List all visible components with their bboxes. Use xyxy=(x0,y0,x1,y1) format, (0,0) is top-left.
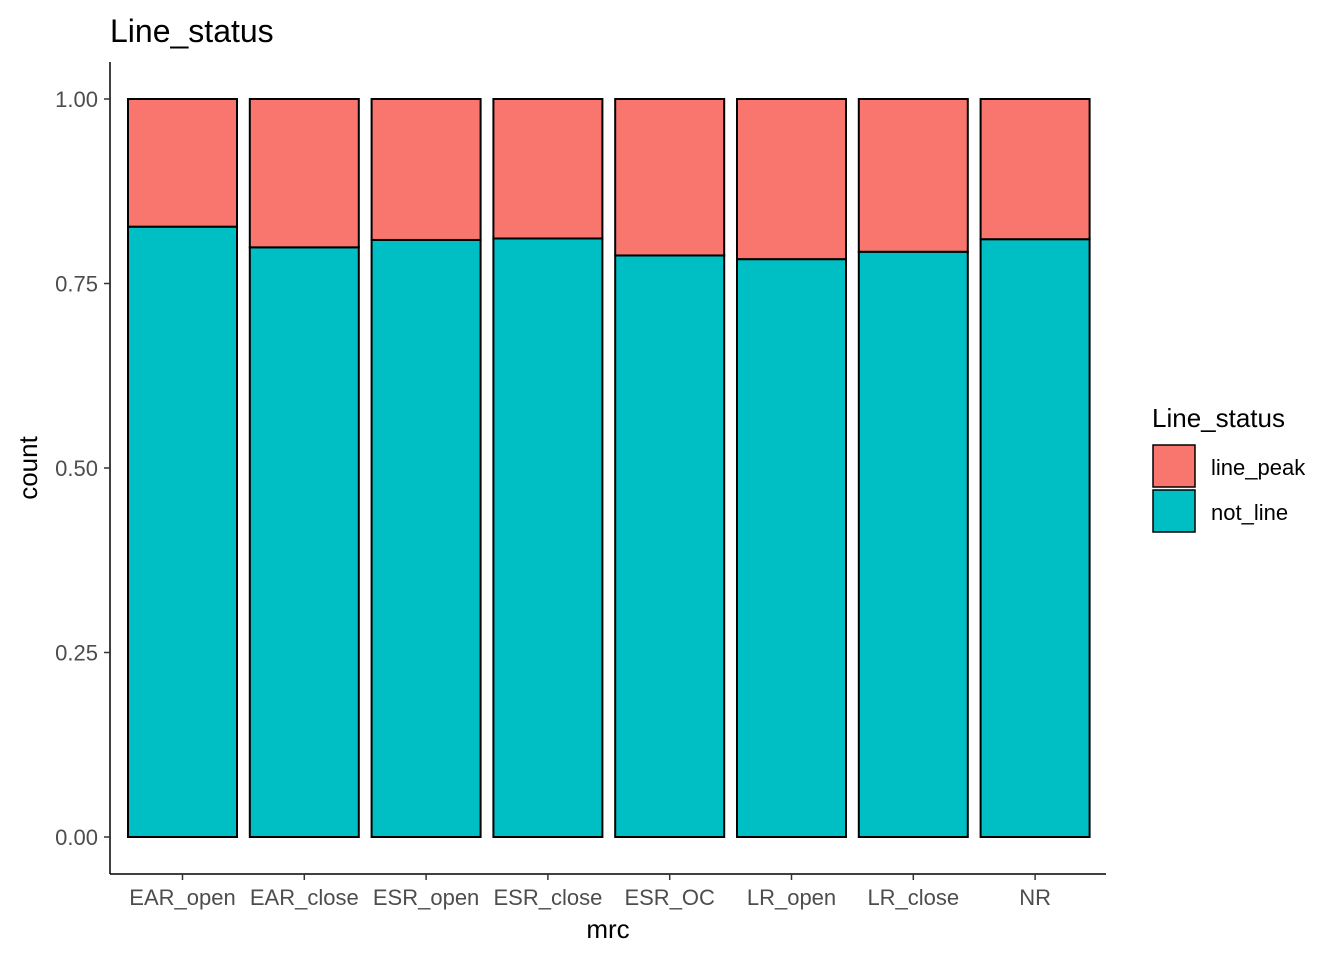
bars-group xyxy=(127,98,1091,839)
x-tick-label: ESR_close xyxy=(493,885,602,910)
x-tick-label: ESR_OC xyxy=(624,885,715,910)
bar-line_peak-LR_open xyxy=(736,98,847,261)
bar-not_line-ESR_open xyxy=(370,238,482,838)
legend: Line_status line_peak not_line xyxy=(1152,403,1306,533)
y-tick-label: 0.50 xyxy=(55,456,98,481)
x-tick-label: ESR_open xyxy=(373,885,479,910)
bar-line_peak-ESR_OC xyxy=(614,98,726,257)
x-tick-label: EAR_open xyxy=(129,885,235,910)
bar-line_peak-EAR_open xyxy=(127,98,238,228)
y-tick-label: 1.00 xyxy=(55,87,98,112)
bar-line_peak-LR_close xyxy=(857,98,969,253)
bar-not_line-ESR_OC xyxy=(614,254,726,838)
y-tick-label: 0.25 xyxy=(55,641,98,666)
x-ticks: EAR_open EAR_close ESR_open ESR_close ESR_OC… xyxy=(129,874,1051,910)
bar-not_line-LR_open xyxy=(736,258,847,838)
legend-swatch-not_line xyxy=(1152,489,1196,533)
legend-swatch-line_peak xyxy=(1152,444,1196,488)
y-tick-label: 0.00 xyxy=(55,825,98,850)
bar-not_line-NR xyxy=(979,238,1091,839)
bar-not_line-EAR_open xyxy=(127,225,238,838)
legend-title: Line_status xyxy=(1152,403,1285,433)
x-tick-label: EAR_close xyxy=(250,885,359,910)
x-tick-label: LR_close xyxy=(867,885,959,910)
bar-line_peak-EAR_close xyxy=(248,98,360,249)
x-axis-title: mrc xyxy=(586,914,629,944)
bar-line_peak-ESR_close xyxy=(492,98,604,240)
bar-not_line-EAR_close xyxy=(248,246,360,838)
bar-not_line-ESR_close xyxy=(492,237,604,838)
legend-label-not_line: not_line xyxy=(1211,500,1288,525)
bar-not_line-LR_close xyxy=(857,250,969,839)
y-tick-label: 0.75 xyxy=(55,272,98,297)
y-axis-title: count xyxy=(13,435,43,499)
x-tick-label: LR_open xyxy=(747,885,836,910)
x-tick-label: NR xyxy=(1019,885,1051,910)
bar-line_peak-NR xyxy=(979,98,1091,241)
bar-line_peak-ESR_open xyxy=(370,98,482,241)
legend-label-line_peak: line_peak xyxy=(1211,455,1306,480)
chart-title: Line_status xyxy=(110,13,274,49)
y-ticks: 0.00 0.25 0.50 0.75 1.00 xyxy=(55,87,110,850)
